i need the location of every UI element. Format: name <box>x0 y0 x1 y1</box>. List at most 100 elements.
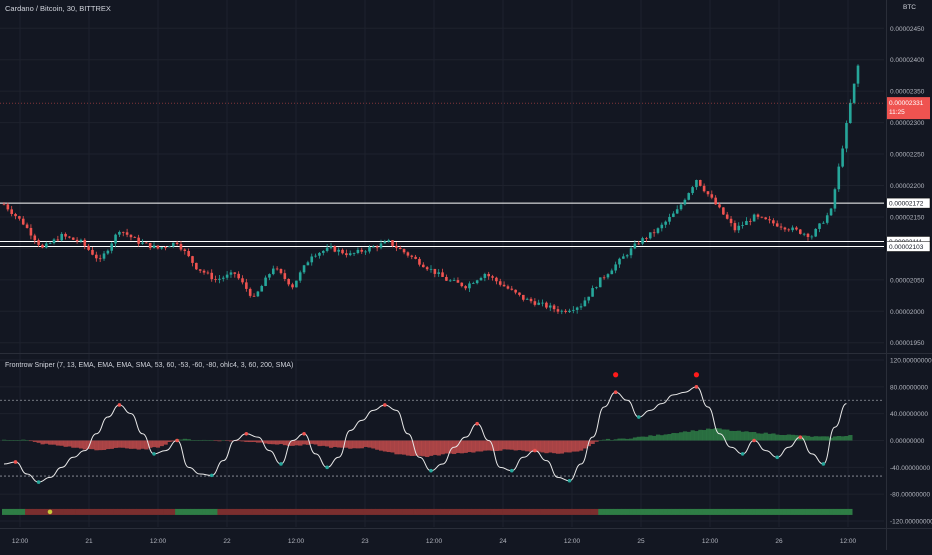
status-strip-cell <box>290 508 295 515</box>
histogram-bar <box>659 435 665 441</box>
histogram-bar <box>159 440 164 447</box>
status-strip-cell <box>82 508 87 515</box>
histogram-bar <box>205 440 211 441</box>
time-tick-label: 23 <box>361 538 369 545</box>
status-strip-cell <box>136 508 141 515</box>
candle-body <box>852 83 856 103</box>
candle-body <box>102 253 106 259</box>
candle-body <box>575 307 579 310</box>
time-tick-label: 24 <box>499 538 507 545</box>
status-strip-cell <box>517 508 522 515</box>
histogram-bar <box>709 429 715 441</box>
status-strip-cell <box>332 508 338 515</box>
histogram-bar <box>378 440 384 451</box>
status-strip-cell <box>648 508 653 515</box>
candle-body <box>595 287 598 289</box>
candle-body <box>583 300 587 307</box>
status-strip-cell <box>263 508 268 515</box>
status-strip-cell <box>244 508 249 515</box>
time-tick-label: 12:00 <box>288 538 305 545</box>
candle-body <box>533 301 537 305</box>
candle-body <box>556 309 560 312</box>
candle-body <box>737 225 741 231</box>
status-strip-cell <box>294 508 299 515</box>
candle-body <box>402 249 406 253</box>
status-strip-cell <box>640 508 645 515</box>
status-strip-cell <box>86 508 91 515</box>
candle-body <box>221 277 225 279</box>
status-strip-cell <box>198 508 203 515</box>
price-panel[interactable] <box>0 64 884 315</box>
status-strip-cell <box>444 508 449 515</box>
indicator-title[interactable]: Frontrow Sniper (7, 13, EMA, EMA, EMA, S… <box>5 362 294 369</box>
histogram-bar <box>44 440 49 444</box>
candle-body <box>110 243 114 251</box>
time-tick-label: 12:00 <box>12 538 29 545</box>
candle-body <box>375 246 379 248</box>
histogram-bar <box>282 440 288 446</box>
status-strip-cell <box>52 508 57 515</box>
histogram-bar <box>178 439 184 441</box>
histogram-bar <box>690 430 695 441</box>
indicator-tick-label: -120.00000000 <box>890 519 932 526</box>
status-strip-cell <box>202 508 207 515</box>
status-strip-cell <box>759 508 765 515</box>
candle-body <box>664 221 667 225</box>
candle-body <box>145 242 148 244</box>
histogram-bar <box>371 440 376 449</box>
status-strip-cell <box>155 508 161 515</box>
status-strip-cell <box>717 508 722 515</box>
candle-body <box>695 179 698 188</box>
time-axis[interactable]: 12:00 21 12:00 22 12:00 23 12:00 24 12:00 25 12:00… <box>12 538 857 545</box>
candle-body <box>752 214 756 222</box>
status-strip-cell <box>148 508 153 515</box>
candle-body <box>379 243 383 248</box>
candle-body <box>718 204 721 208</box>
status-strip-cell <box>305 508 311 515</box>
indicator-panel[interactable] <box>0 372 884 515</box>
turning-point-dot <box>752 438 756 443</box>
candle-body <box>156 245 160 249</box>
status-strip-cell <box>232 508 238 515</box>
candle-body <box>271 268 275 275</box>
candle-body <box>795 227 798 230</box>
histogram-bar <box>655 434 661 441</box>
histogram-bar <box>271 440 276 445</box>
price-axis[interactable]: 0.00002450 0.00002400 0.00002350 0.00002300… <box>885 26 931 347</box>
histogram-bar <box>521 440 526 451</box>
status-strip-cell <box>178 508 184 515</box>
histogram-bar <box>394 440 399 455</box>
candle-body <box>321 250 325 253</box>
histogram-bar <box>217 440 222 442</box>
status-strip-cell <box>509 508 514 515</box>
candle-body <box>179 244 183 250</box>
turning-point-dot <box>244 431 249 436</box>
candle-body <box>564 310 567 313</box>
candle-body <box>856 65 860 84</box>
histogram-bar <box>375 440 380 450</box>
turning-point-dot <box>383 403 387 407</box>
candle-body <box>722 207 725 215</box>
histogram-bar <box>786 434 791 441</box>
status-strip-cell <box>552 508 557 515</box>
turning-point-dot <box>175 438 179 443</box>
status-strip-cell <box>228 508 234 515</box>
histogram-bar <box>721 429 726 441</box>
status-strip-cell <box>348 508 353 515</box>
candle-body <box>849 102 852 124</box>
indicator-axis[interactable]: 120.00000000 80.00000000 40.00000000 0.0000… <box>890 358 932 526</box>
status-strip-cell <box>782 508 788 515</box>
histogram-bar <box>63 440 68 447</box>
status-strip-cell <box>344 508 349 515</box>
candle-body <box>460 282 464 287</box>
candle-body <box>687 193 691 200</box>
candle-body <box>448 280 452 282</box>
histogram-bar <box>463 440 468 453</box>
status-strip-cell <box>736 508 741 515</box>
status-strip-cell <box>248 508 253 515</box>
symbol-title[interactable]: Cardano / Bitcoin, 30, BITTREX <box>5 4 111 13</box>
histogram-bar <box>440 440 445 455</box>
candle-body <box>218 278 221 280</box>
